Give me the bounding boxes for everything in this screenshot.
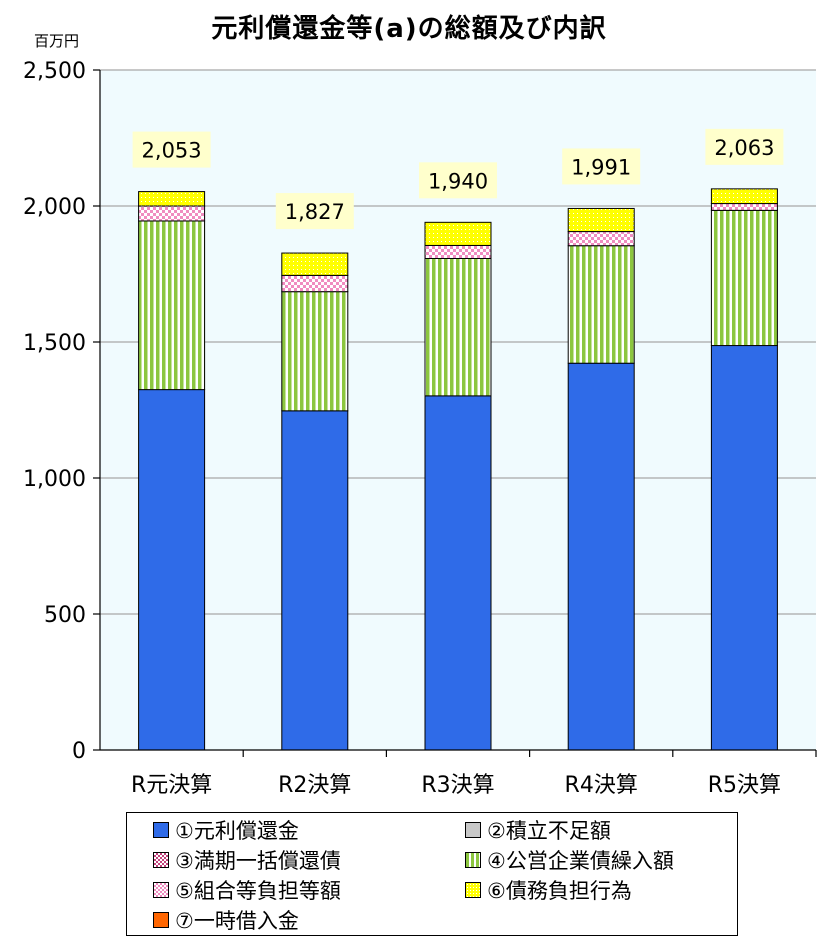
- legend-item: ⑤組合等負担等額: [153, 875, 465, 904]
- bar-segment: [424, 221, 492, 246]
- y-tick-label: 2,500: [23, 59, 86, 84]
- y-tick-label: 2,000: [23, 195, 86, 220]
- legend-item: ③満期一括償還債: [153, 845, 465, 874]
- legend-label: ⑥債務負担行為: [487, 878, 632, 903]
- bar-segment: [424, 244, 492, 259]
- bar-segment: [424, 257, 492, 397]
- bar-segment: [567, 207, 635, 233]
- total-label: 1,940: [428, 169, 488, 193]
- legend-label: ②積立不足額: [487, 818, 611, 843]
- legend-swatch: [153, 911, 169, 928]
- total-label-box: [275, 193, 354, 230]
- total-label: 1,827: [285, 200, 345, 224]
- legend-label: ④公営企業債繰入額: [487, 848, 674, 873]
- total-label-box: [705, 128, 784, 165]
- chart-title: 元利償還金等(a)の総額及び内訳: [211, 14, 607, 44]
- bar-segment: [281, 410, 349, 751]
- y-tick-label: 0: [72, 739, 86, 764]
- bar-segment: [138, 220, 206, 391]
- y-unit-label: 百万円: [34, 32, 80, 50]
- bar-segment: [710, 203, 778, 211]
- legend-swatch: [153, 881, 169, 898]
- y-tick-label: 500: [44, 603, 86, 628]
- bar-segment: [138, 205, 206, 222]
- total-label-box: [419, 162, 497, 199]
- bar-segment: [281, 252, 349, 276]
- legend-swatch: [465, 881, 481, 898]
- bar-segment: [138, 191, 206, 207]
- x-tick-label: R2決算: [278, 773, 351, 798]
- legend-item: ①元利償還金: [153, 815, 465, 844]
- bar-segment: [138, 389, 206, 751]
- legend-label: ③満期一括償還債: [175, 848, 341, 873]
- bar-segment: [710, 188, 778, 205]
- bar-segment: [281, 291, 349, 412]
- legend-label: ⑤組合等負担等額: [175, 878, 341, 903]
- stacked-bar-chart: 0 500 1,000 1,500 2,000 2,500 2,053 R元決算 1,827 R2…: [23, 59, 817, 798]
- bar-segment: [710, 209, 778, 347]
- legend-item: ⑦一時借入金: [153, 905, 465, 934]
- legend-item: ②積立不足額: [465, 815, 745, 844]
- legend-label: ⑦一時借入金: [175, 908, 299, 933]
- bar-segment: [567, 231, 635, 247]
- legend-item: ④公営企業債繰入額: [465, 845, 745, 874]
- legend: ①元利償還金 ②積立不足額 ③満期一括償還債 ④公営企業債繰入額 ⑤組合等負担等額 ⑥債務…: [126, 812, 738, 936]
- total-label: 2,053: [142, 139, 202, 163]
- y-tick-label: 1,500: [23, 331, 86, 356]
- total-label: 1,991: [571, 155, 631, 179]
- x-tick-label: R4決算: [565, 773, 638, 798]
- bar-segment: [710, 345, 778, 751]
- legend-swatch: [465, 821, 481, 838]
- total-label-box: [562, 148, 641, 185]
- y-tick-label: 1,000: [23, 467, 86, 492]
- x-tick-label: R元決算: [131, 773, 212, 798]
- legend-swatch: [153, 851, 169, 868]
- bar-segment: [281, 274, 349, 293]
- legend-swatch: [153, 821, 169, 838]
- total-label: 2,063: [714, 136, 774, 160]
- legend-swatch: [465, 851, 481, 868]
- bar-segment: [424, 395, 492, 751]
- bar-segment: [567, 245, 635, 364]
- legend-label: ①元利償還金: [175, 818, 299, 843]
- bar-segment: [567, 362, 635, 751]
- legend-item: ⑥債務負担行為: [465, 875, 745, 904]
- x-tick-label: R5決算: [708, 773, 781, 798]
- total-label-box: [132, 131, 211, 168]
- x-tick-label: R3決算: [421, 773, 494, 798]
